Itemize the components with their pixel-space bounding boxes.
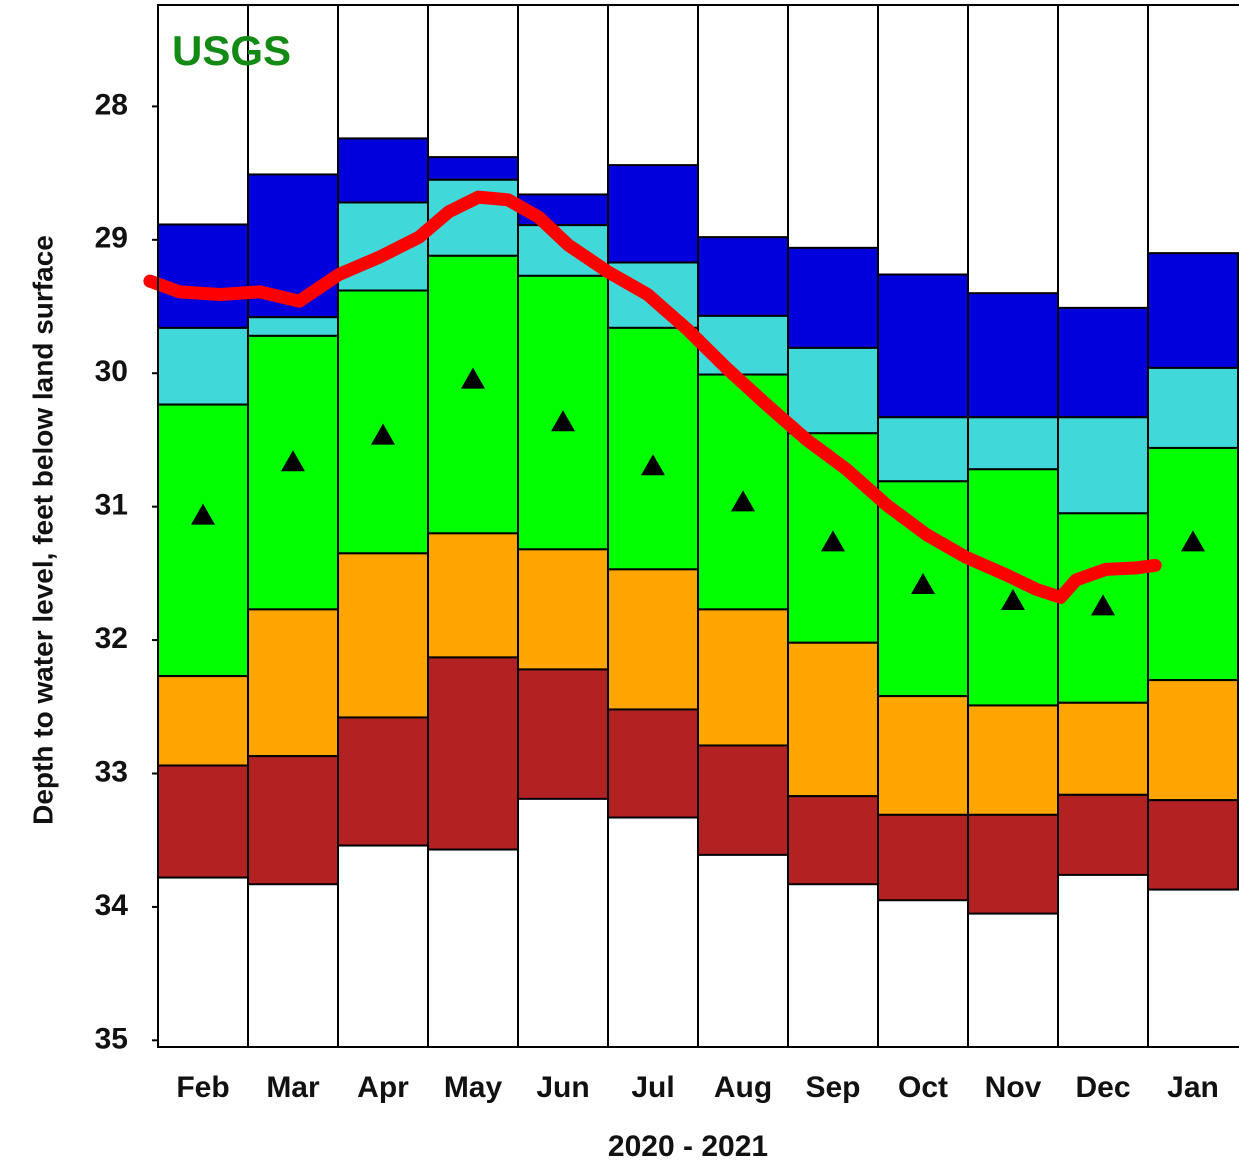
median-marker [1181,530,1205,552]
percentile-band [517,668,609,800]
x-tick-label: Jan [1167,1071,1219,1104]
median-marker [371,423,395,445]
x-tick-label: Mar [266,1071,320,1104]
percentile-band [607,708,699,819]
percentile-band [1147,799,1239,891]
percentile-band [247,608,339,758]
percentile-band [877,273,969,419]
percentile-band [967,292,1059,419]
percentile-band [697,608,789,747]
percentile-band [157,326,249,406]
water-level-line [143,190,1162,604]
x-tick-label: Nov [985,1071,1042,1104]
x-tick-label: Feb [176,1071,229,1104]
x-tick-label: Oct [898,1071,948,1104]
percentile-band [157,223,249,329]
percentile-band [157,403,249,678]
x-tick-label: Jul [631,1071,674,1104]
percentile-band [1057,793,1149,876]
y-tick-label: 33 [95,755,128,788]
median-marker [731,490,755,512]
percentile-band [427,656,519,851]
logo: USGS [172,27,291,74]
percentile-band [787,641,879,798]
percentile-band [967,704,1059,816]
median-marker [461,367,485,389]
percentile-band [967,416,1059,471]
percentile-band [787,346,879,435]
percentile-band [427,254,519,535]
percentile-band [337,289,429,555]
percentile-band [1147,679,1239,802]
x-axis-label: 2020 - 2021 [608,1130,768,1163]
median-marker [1091,594,1115,616]
percentile-band [427,532,519,659]
x-tick-label: May [444,1071,503,1104]
y-tick-label: 34 [95,889,129,922]
median-marker [1001,589,1025,611]
median-marker [551,410,575,432]
y-axis-label: Depth to water level, feet below land su… [27,235,58,825]
percentile-band [337,137,429,204]
percentile-band [607,568,699,711]
percentile-band [337,552,429,719]
percentile-band [517,548,609,671]
percentile-band [247,316,339,337]
y-tick-label: 32 [95,622,128,655]
percentile-band [157,675,249,767]
x-tick-label: Dec [1075,1071,1130,1104]
x-tick-label: Jun [536,1071,589,1104]
percentile-band [1057,416,1149,515]
percentile-band [697,236,789,317]
percentile-band [247,334,339,611]
y-tick-label: 29 [95,222,128,255]
percentile-band [787,795,879,886]
percentile-band [877,416,969,483]
median-marker [191,503,215,525]
percentile-band [1147,252,1239,369]
percentile-band [157,764,249,879]
percentile-band [967,813,1059,915]
percentile-band [787,246,879,349]
percentile-band [877,695,969,816]
y-tick-label: 35 [95,1022,128,1055]
plot-frame [157,4,1239,1048]
percentile-band [877,813,969,902]
percentile-band [1147,366,1239,449]
x-tick-label: Aug [714,1071,772,1104]
percentile-band [697,744,789,856]
median-marker [821,530,845,552]
y-tick-label: 30 [95,355,128,388]
percentile-band [1057,701,1149,796]
percentile-band [607,164,699,264]
y-tick-label: 28 [95,88,128,121]
percentile-band [1057,306,1149,419]
median-marker [281,450,305,472]
y-tick-label: 31 [95,489,128,522]
percentile-band [427,156,519,181]
x-tick-label: Sep [805,1071,860,1104]
x-tick-label: Apr [357,1071,409,1104]
median-marker [911,573,935,595]
percentile-band [607,326,699,571]
percentile-band [247,755,339,886]
median-marker [641,454,665,476]
percentile-band [337,716,429,847]
